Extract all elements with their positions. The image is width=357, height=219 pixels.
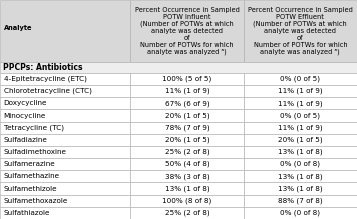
Text: 11% (1 of 9): 11% (1 of 9) [278, 124, 323, 131]
Text: 20% (1 of 5): 20% (1 of 5) [165, 137, 209, 143]
Bar [0, 170, 130, 182]
Text: Minocycline: Minocycline [4, 113, 46, 118]
Bar [0, 0, 130, 62]
Bar [130, 73, 243, 85]
Text: Sulfamethoxazole: Sulfamethoxazole [4, 198, 68, 204]
Bar [130, 158, 243, 170]
Bar [0, 195, 130, 207]
Text: 38% (3 of 8): 38% (3 of 8) [165, 173, 209, 180]
Bar [0, 207, 130, 219]
Bar [130, 170, 243, 182]
Text: 0% (0 of 8): 0% (0 of 8) [280, 161, 320, 168]
Text: PPCPs: Antibiotics: PPCPs: Antibiotics [3, 63, 82, 72]
Text: 0% (0 of 5): 0% (0 of 5) [280, 112, 320, 119]
Text: 13% (1 of 8): 13% (1 of 8) [278, 173, 323, 180]
Text: Percent Occurrence in Sampled
POTW Influent
(Number of POTWs at which
analyte wa: Percent Occurrence in Sampled POTW Influ… [135, 7, 240, 55]
Bar [0, 73, 130, 85]
Bar [243, 146, 357, 158]
Text: 25% (2 of 8): 25% (2 of 8) [165, 149, 209, 155]
Text: Sulfamerazine: Sulfamerazine [4, 161, 55, 167]
Bar [130, 122, 243, 134]
Text: Sulfamethazine: Sulfamethazine [4, 173, 60, 179]
Text: 20% (1 of 5): 20% (1 of 5) [278, 137, 323, 143]
Bar [0, 110, 130, 122]
Text: 13% (1 of 8): 13% (1 of 8) [278, 185, 323, 192]
Text: 88% (7 of 8): 88% (7 of 8) [278, 198, 323, 204]
Bar [130, 85, 243, 97]
Text: 100% (5 of 5): 100% (5 of 5) [162, 76, 212, 82]
Text: Percent Occurrence in Sampled
POTW Effluent
(Number of POTWs at which
analyte wa: Percent Occurrence in Sampled POTW Efflu… [248, 7, 353, 55]
Bar [130, 182, 243, 195]
Bar [130, 134, 243, 146]
Text: 25% (2 of 8): 25% (2 of 8) [165, 210, 209, 216]
Text: 13% (1 of 8): 13% (1 of 8) [278, 149, 323, 155]
Bar [243, 158, 357, 170]
Bar [130, 0, 243, 62]
Bar [243, 85, 357, 97]
Bar [0, 85, 130, 97]
Bar [130, 195, 243, 207]
Bar [243, 0, 357, 62]
Bar [243, 170, 357, 182]
Text: Tetracycline (TC): Tetracycline (TC) [4, 124, 64, 131]
Text: 11% (1 of 9): 11% (1 of 9) [278, 88, 323, 94]
Text: Sulfamethizole: Sulfamethizole [4, 185, 57, 192]
Text: Sulfathiazole: Sulfathiazole [4, 210, 50, 216]
Bar [243, 134, 357, 146]
Bar [243, 122, 357, 134]
Bar [130, 110, 243, 122]
Bar [0, 182, 130, 195]
Bar [243, 73, 357, 85]
Bar [130, 207, 243, 219]
Text: 0% (0 of 5): 0% (0 of 5) [280, 76, 320, 82]
Bar [130, 146, 243, 158]
Text: 13% (1 of 8): 13% (1 of 8) [165, 185, 209, 192]
Text: 0% (0 of 8): 0% (0 of 8) [280, 210, 320, 216]
Bar [243, 207, 357, 219]
Text: 78% (7 of 9): 78% (7 of 9) [165, 124, 209, 131]
Text: 67% (6 of 9): 67% (6 of 9) [165, 100, 209, 107]
Bar [0, 97, 130, 110]
Text: 11% (1 of 9): 11% (1 of 9) [165, 88, 209, 94]
Text: Sulfadiazine: Sulfadiazine [4, 137, 47, 143]
Text: Analyte: Analyte [4, 25, 32, 31]
Text: 20% (1 of 5): 20% (1 of 5) [165, 112, 209, 119]
Bar [0, 134, 130, 146]
Text: 100% (8 of 8): 100% (8 of 8) [162, 198, 212, 204]
Bar [0, 122, 130, 134]
Text: 4-Epitetracycline (ETC): 4-Epitetracycline (ETC) [4, 76, 86, 82]
Text: 50% (4 of 8): 50% (4 of 8) [165, 161, 209, 168]
Bar [0, 62, 357, 73]
Bar [243, 195, 357, 207]
Bar [130, 97, 243, 110]
Text: Chlorotetracycline (CTC): Chlorotetracycline (CTC) [4, 88, 91, 94]
Bar [0, 146, 130, 158]
Text: Doxycycline: Doxycycline [4, 100, 47, 106]
Bar [243, 97, 357, 110]
Bar [243, 182, 357, 195]
Bar [0, 158, 130, 170]
Text: Sulfadimethoxine: Sulfadimethoxine [4, 149, 66, 155]
Bar [243, 110, 357, 122]
Text: 11% (1 of 9): 11% (1 of 9) [278, 100, 323, 107]
